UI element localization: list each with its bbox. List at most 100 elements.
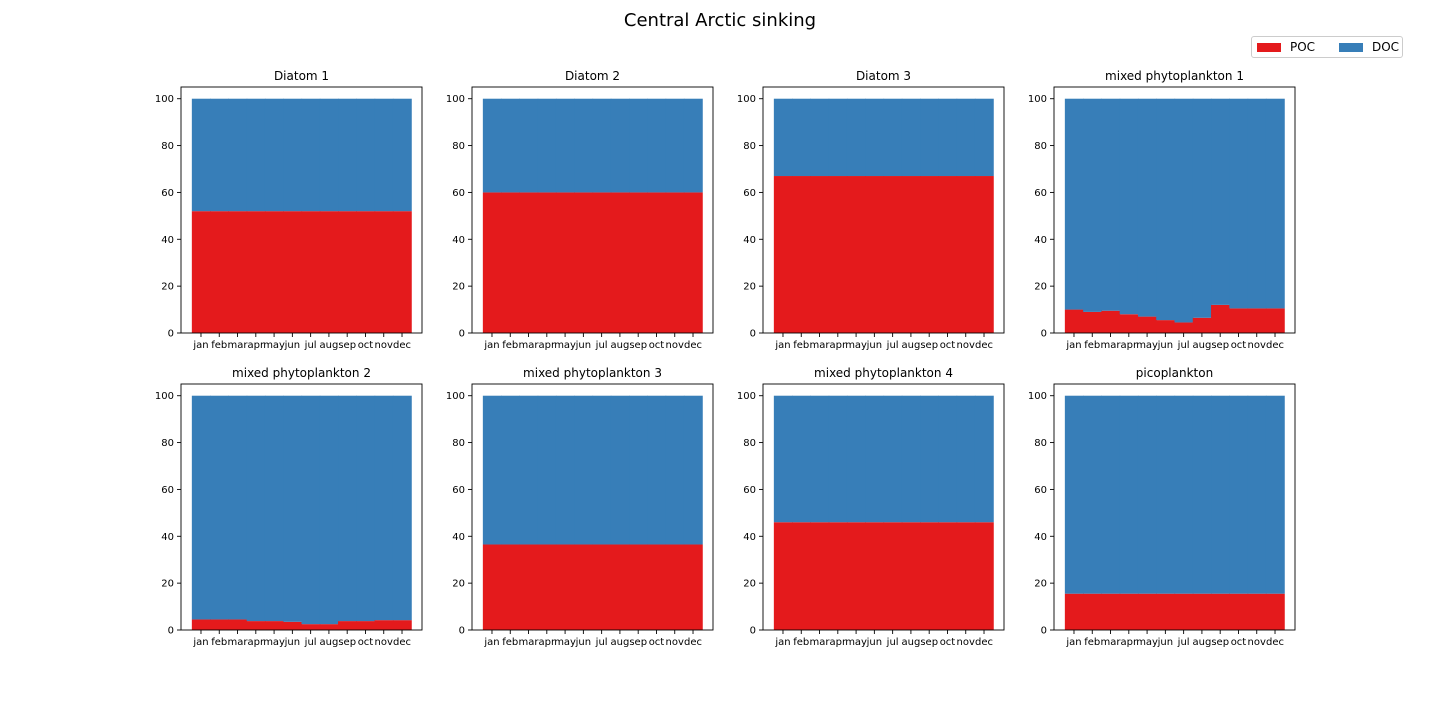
panel-5-xtick-label-mar: mar [228,637,249,648]
panel-7-bar-poc-aug [901,522,921,630]
panel-7-bar-poc-mar [810,522,830,630]
panel-5-axes-frame [180,383,423,631]
panel-8: 0 20 40 60 80 100 jan feb mar apr may jun jul aug sep o… [1028,366,1296,648]
panel-7-bar-poc-feb [792,522,811,630]
panel-6-bar-doc-apr [537,395,557,545]
panel-6-bar-poc-oct [647,544,667,630]
panel-7-bar-poc-jan [773,522,793,630]
panel-4-bar-doc-nov [1247,98,1267,309]
panel-1-xtick-label-oct: oct [358,340,374,351]
panel-8-bar-poc-jan [1064,593,1084,630]
panel-3-bar-doc-apr [828,98,848,177]
panel-6-xtick-label-oct: oct [649,637,665,648]
panel-6-bar-poc-aug [610,544,630,630]
panel-8-bar-poc-dec [1265,593,1285,630]
panel-4-bar-poc-nov [1247,308,1267,333]
panel-1-ytick-label-40: 40 [161,235,174,246]
panel-4-bar-doc-jan [1064,98,1084,310]
panel-1-ytick-label-80: 80 [161,141,174,152]
panel-2-xtick-label-jan: jan [483,340,499,351]
panel-8-xtick-label-jul: jul [1177,637,1190,648]
panel-3-xtick-label-dec: dec [975,340,993,351]
panel-3-bar-doc-aug [901,98,921,177]
panel-7-bar-poc-jul [883,522,903,630]
panel-3-xtick-label-nov: nov [957,340,975,351]
legend-label-poc: POC [1290,40,1316,54]
panel-3-bar-poc-jan [773,176,793,333]
panel-1-xtick-label-jun: jun [284,340,300,351]
panel-7-bar-doc-mar [810,395,830,523]
panel-4-title: mixed phytoplankton 1 [1105,69,1244,83]
panel-1-bar-poc-apr [246,211,266,333]
panel-1-bar-doc-mar [228,98,248,212]
panel-2-bar-poc-mar [519,192,539,333]
panel-7-axes-frame [762,383,1005,631]
panel-6-bar-poc-mar [519,544,539,630]
panel-7-bar-doc-oct [938,395,958,523]
panel-7-ytick-label-40: 40 [743,532,756,543]
panel-2-ytick-label-20: 20 [452,282,465,293]
panel-8-bar-poc-oct [1229,593,1249,630]
panel-8-xtick-label-mar: mar [1101,637,1122,648]
panel-3-bar-poc-sep [920,176,939,333]
panel-5-xtick-label-aug: aug [319,637,338,648]
panel-7-bar-poc-sep [920,522,939,630]
panel-2-bar-poc-nov [665,192,685,333]
panel-8-bar-poc-may [1137,593,1157,630]
panel-4-bar-poc-mar [1101,310,1121,333]
panel-8-ytick-label-40: 40 [1034,532,1047,543]
panel-8-ytick-label-0: 0 [1041,626,1047,637]
panel-1-xtick-label-jul: jul [304,340,317,351]
panel-7-bar-doc-apr [828,395,848,523]
panel-6-ytick-label-0: 0 [459,626,465,637]
panel-2-bar-doc-aug [610,98,630,193]
panel-5-ytick-label-40: 40 [161,532,174,543]
panel-5-xtick-label-jun: jun [284,637,300,648]
panel-3-title: Diatom 3 [856,69,911,83]
panel-3-bar-doc-sep [920,98,939,177]
panel-3-bar-doc-nov [956,98,976,177]
panel-7-bar-doc-jun [865,395,885,523]
panel-4-ytick-label-20: 20 [1034,282,1047,293]
panel-3-bar-doc-mar [810,98,830,177]
panel-2-bar-doc-sep [629,98,648,193]
panel-2-xtick-label-nov: nov [666,340,684,351]
panel-3-bar-doc-oct [938,98,958,177]
legend-label-doc: DOC [1372,40,1400,54]
panel-7-ytick-label-20: 20 [743,579,756,590]
panel-2-ytick-label-80: 80 [452,141,465,152]
panel-4-bar-poc-aug [1192,317,1212,333]
panel-2-xtick-label-sep: sep [629,340,647,351]
panel-7-xtick-label-aug: aug [901,637,920,648]
panel-3-bar-doc-jul [883,98,903,177]
panel-6-xtick-label-mar: mar [519,637,540,648]
panel-5-ytick-label-100: 100 [155,391,174,402]
panel-7-ytick-label-100: 100 [737,391,756,402]
panel-6-bar-doc-sep [629,395,648,545]
panel-6-bar-poc-jun [574,544,594,630]
panel-8-bar-doc-feb [1083,395,1102,594]
panel-7-bar-poc-dec [974,522,994,630]
panel-2-ytick-label-60: 60 [452,188,465,199]
panel-8-bar-poc-jul [1174,593,1194,630]
panel-4-axes-frame [1053,86,1296,334]
panel-8-axes-frame [1053,383,1296,631]
panel-6-bar-doc-feb [501,395,520,545]
panel-5-bar-doc-dec [392,395,412,621]
panel-8-bar-doc-nov [1247,395,1267,594]
panel-6-bar-poc-sep [629,544,648,630]
panel-7-bar-poc-nov [956,522,976,630]
panel-6-bar-poc-jul [592,544,612,630]
panel-6: 0 20 40 60 80 100 jan feb mar apr may jun jul aug sep o… [446,366,714,648]
panel-2-bar-doc-may [555,98,575,193]
panel-6-bar-doc-dec [683,395,703,545]
panel-7-xtick-label-may: may [845,637,867,648]
panel-1-bar-doc-apr [246,98,266,212]
panel-7-ytick-label-80: 80 [743,438,756,449]
panel-5-bar-poc-feb [210,619,229,630]
panel-4-xtick-label-sep: sep [1211,340,1229,351]
panel-4-bar-poc-sep [1211,304,1230,333]
panel-6-xtick-label-dec: dec [684,637,702,648]
panel-6-xtick-label-may: may [554,637,576,648]
